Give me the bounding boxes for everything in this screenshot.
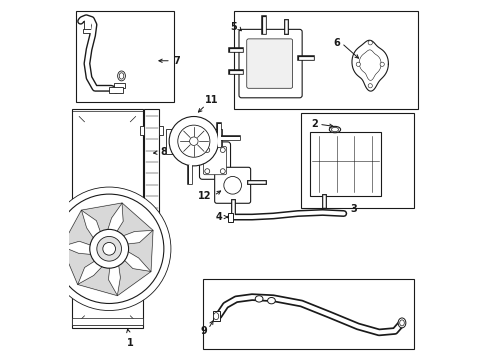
Circle shape (178, 125, 210, 157)
Circle shape (205, 148, 210, 153)
Bar (159, 126, 163, 135)
Ellipse shape (329, 126, 341, 133)
Ellipse shape (118, 71, 125, 81)
Circle shape (224, 176, 242, 194)
Circle shape (103, 242, 116, 255)
Polygon shape (352, 40, 389, 91)
Circle shape (48, 187, 171, 311)
Text: 4: 4 (216, 212, 223, 222)
Circle shape (356, 62, 361, 66)
Bar (203, 279, 415, 349)
Ellipse shape (400, 320, 404, 326)
Text: 9: 9 (200, 326, 207, 336)
Bar (234, 11, 418, 109)
Polygon shape (118, 257, 151, 296)
Bar (72, 318, 143, 325)
Text: 8: 8 (160, 147, 167, 157)
Text: 12: 12 (198, 191, 212, 201)
Circle shape (220, 148, 225, 153)
Bar (72, 237, 78, 258)
Bar (75, 11, 174, 102)
Polygon shape (114, 203, 153, 238)
FancyBboxPatch shape (215, 167, 251, 203)
Ellipse shape (214, 312, 219, 320)
Circle shape (169, 117, 219, 166)
Text: 10: 10 (191, 118, 204, 128)
Text: 6: 6 (334, 38, 340, 48)
Text: 3: 3 (350, 204, 357, 214)
Polygon shape (81, 203, 122, 237)
Circle shape (97, 237, 122, 261)
Circle shape (380, 62, 384, 66)
Bar (145, 109, 159, 272)
Bar (213, 311, 220, 321)
Text: 2: 2 (311, 119, 318, 129)
Bar (83, 29, 93, 32)
Polygon shape (77, 262, 118, 296)
Polygon shape (310, 132, 381, 196)
FancyBboxPatch shape (247, 39, 293, 88)
Bar (140, 126, 145, 135)
FancyBboxPatch shape (239, 30, 302, 98)
Bar (109, 87, 123, 93)
Bar (159, 246, 163, 255)
Bar (228, 213, 233, 222)
Bar (84, 19, 91, 30)
Text: 1: 1 (127, 338, 134, 348)
Circle shape (205, 169, 210, 174)
FancyBboxPatch shape (203, 147, 227, 175)
Bar (301, 113, 415, 208)
Ellipse shape (398, 318, 406, 328)
FancyBboxPatch shape (199, 142, 230, 179)
Ellipse shape (331, 127, 339, 132)
Polygon shape (62, 246, 99, 284)
Polygon shape (72, 109, 143, 328)
Bar (115, 83, 125, 88)
Circle shape (368, 84, 372, 88)
Text: 5: 5 (230, 22, 237, 32)
Text: 11: 11 (205, 95, 218, 105)
Circle shape (90, 229, 128, 268)
Bar (140, 246, 145, 255)
Ellipse shape (255, 296, 263, 302)
Circle shape (54, 194, 164, 303)
Ellipse shape (268, 297, 275, 304)
Polygon shape (62, 210, 97, 247)
Circle shape (368, 41, 372, 45)
Text: 7: 7 (173, 56, 180, 66)
Circle shape (220, 169, 225, 174)
Polygon shape (166, 129, 222, 154)
Polygon shape (122, 230, 153, 272)
Ellipse shape (119, 73, 124, 79)
Circle shape (190, 137, 198, 145)
